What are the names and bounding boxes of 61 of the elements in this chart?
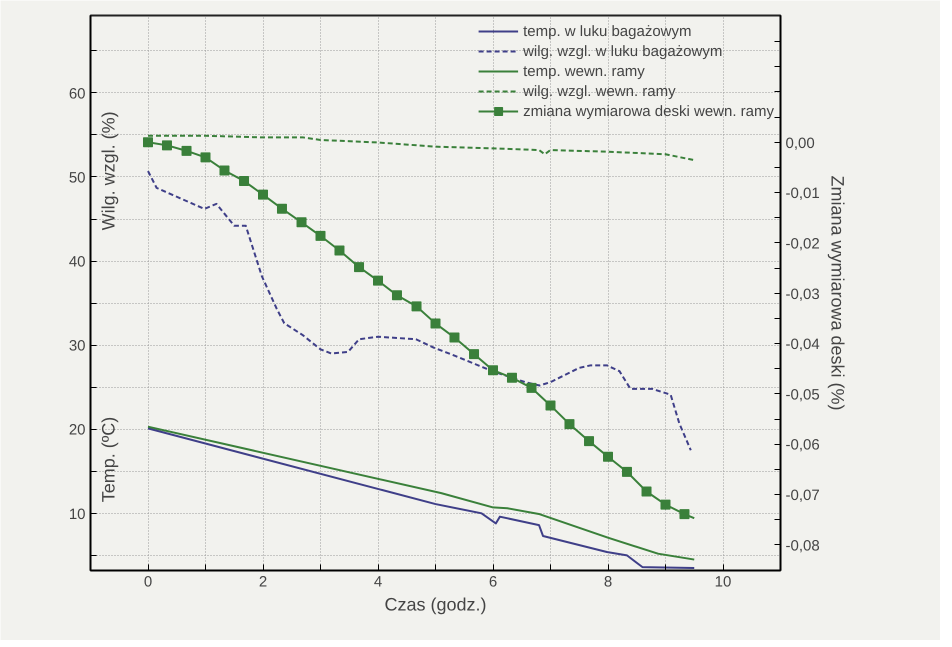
legend-label: wilg. wzgl. w luku bagażowym	[523, 42, 722, 60]
y-tick-label: 10	[68, 506, 86, 523]
y2-tick-label: -0,02	[786, 235, 820, 252]
y2-tick-label: -0,03	[786, 286, 820, 303]
point	[584, 436, 594, 446]
point	[488, 365, 498, 376]
annotation: Temp. (ºC)	[98, 416, 118, 502]
point	[622, 466, 632, 477]
y-tick-label: 40	[68, 254, 86, 271]
point	[219, 165, 230, 176]
point	[642, 486, 652, 496]
y2-tick-label: -0,04	[786, 336, 820, 354]
x-tick-label: 2	[258, 574, 268, 590]
point	[564, 419, 574, 430]
point	[430, 318, 440, 328]
point	[546, 400, 556, 410]
legend-label: wilg. wzgl. wewn. ramy	[523, 82, 676, 100]
x-tick-label: 4	[374, 574, 382, 590]
point	[506, 372, 517, 383]
point	[354, 262, 364, 272]
point	[334, 245, 344, 256]
point	[276, 204, 287, 214]
y2-tick-label: -0,07	[786, 487, 820, 504]
legend-label: zmiana wymiarowa deski wewn. ramy	[523, 102, 774, 120]
point	[200, 152, 210, 162]
point	[182, 146, 192, 156]
point	[660, 500, 670, 510]
y2-axis-title: Zmiana wymiarowa deski (%)	[828, 175, 848, 411]
y-tick-label: 60	[68, 85, 86, 102]
y2-tick-label: -0,05	[786, 386, 820, 404]
point	[392, 290, 402, 300]
point	[162, 140, 172, 150]
legend-label: temp. w luku bagażowym	[523, 22, 692, 40]
point	[449, 332, 460, 343]
point	[603, 452, 613, 462]
point	[526, 382, 537, 393]
y2-tick-label: 0,00	[786, 134, 815, 152]
x-tick-label: 10	[714, 574, 732, 590]
point	[316, 230, 326, 241]
point	[239, 176, 250, 186]
point	[679, 509, 690, 520]
x-tick-label: 6	[488, 574, 498, 590]
line-series	[147, 134, 696, 162]
y-axis-title: Wilg. wzgl. (%)	[98, 111, 118, 230]
point	[469, 349, 480, 360]
legend-label: temp. wewn. ramy	[523, 62, 645, 80]
y2-tick-label: -0,01	[786, 185, 820, 202]
point	[296, 217, 307, 228]
x-tick-label: 0	[144, 574, 152, 590]
point	[143, 137, 153, 148]
point	[412, 301, 422, 312]
x-tick-label: 8	[604, 574, 612, 590]
line-series	[147, 170, 692, 452]
y2-tick-label: -0,06	[786, 436, 820, 454]
y-tick-label: 50	[68, 169, 86, 186]
y2-tick-label: -0,08	[786, 537, 820, 554]
y-tick-label: 20	[68, 422, 86, 439]
x-axis-title: Czas (godz.)	[384, 594, 487, 614]
point	[258, 190, 268, 200]
point	[373, 276, 383, 286]
y-tick-label: 30	[68, 338, 86, 355]
